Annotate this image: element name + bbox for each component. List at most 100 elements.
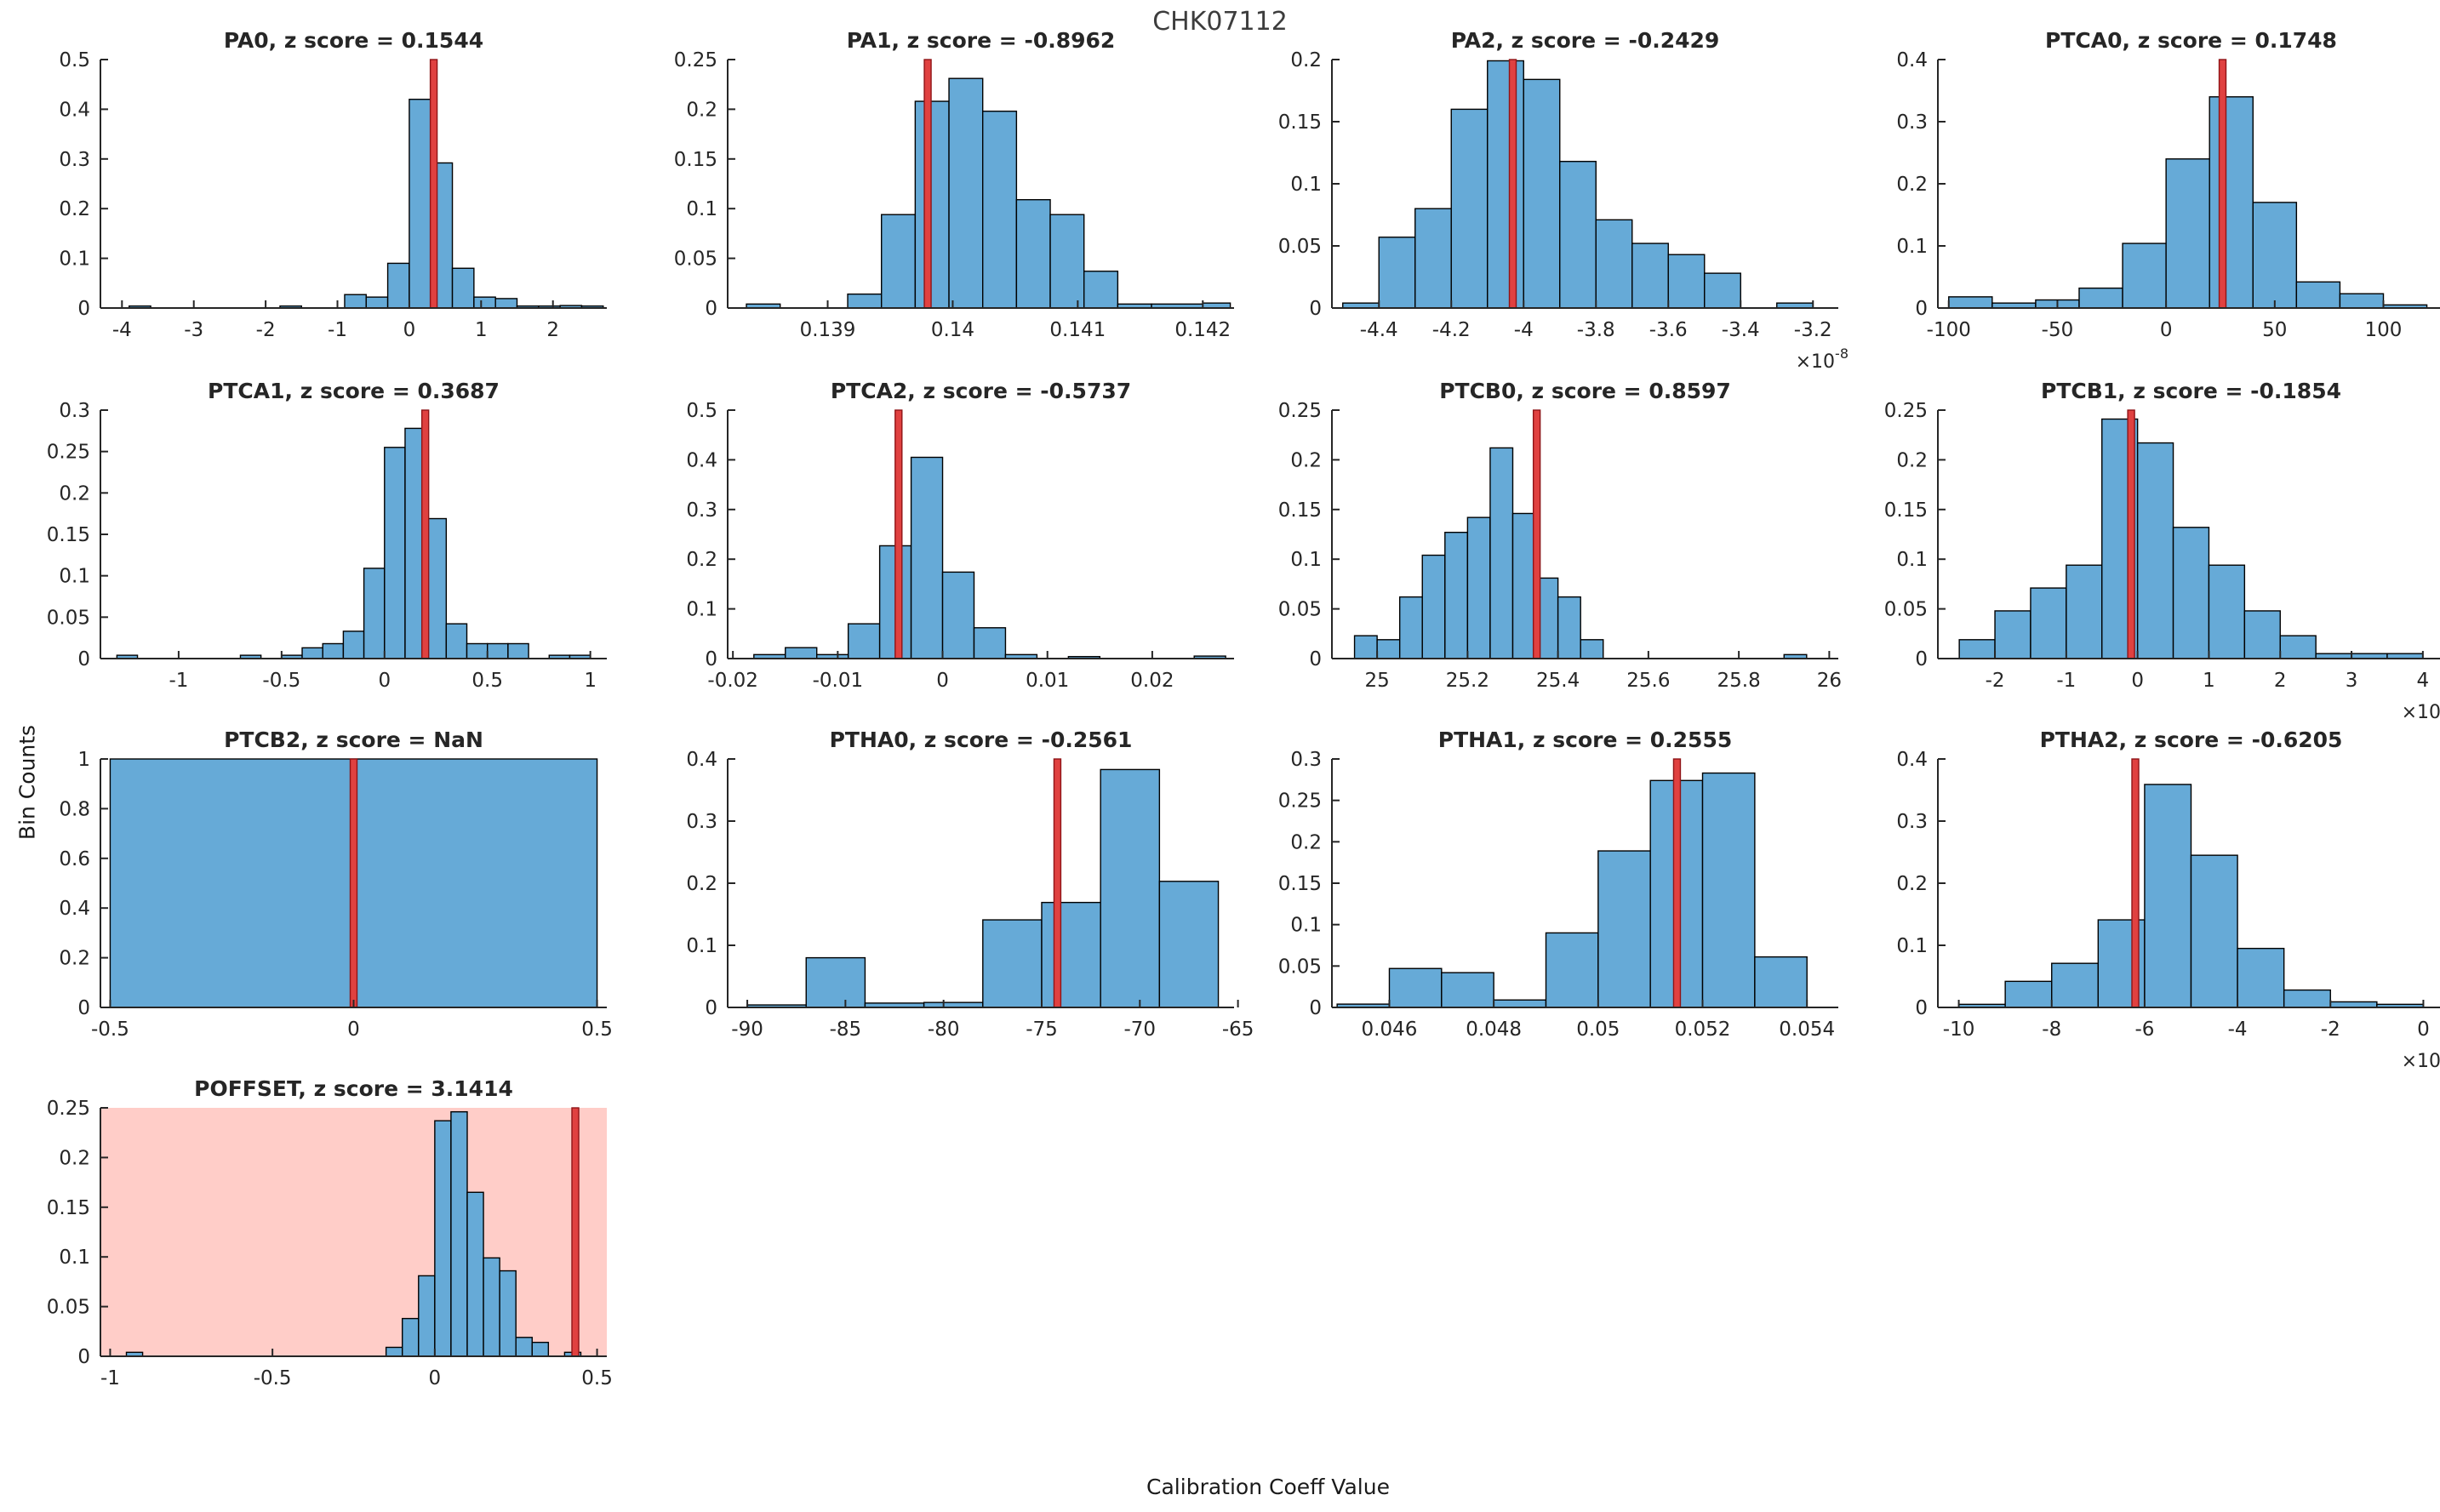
subplot-PA2: -4.4 -4.2 -4 -3.8 -3.6 -3.4 -3.2 0 0.05 0.1 0.15 0.… [1268,21,1864,373]
histogram-bar [847,293,883,309]
subplot-canvas-PTHA0: -90 -85 -80 -75 -70 -65 0 0.1 0.2 0.3 0.4 PTHA0, z … [686,727,1254,1041]
histogram-bar [2339,293,2385,309]
y-tick-label: 0.15 [47,1197,90,1219]
red-marker-line [1053,758,1062,1008]
y-tick-label: 0 [1915,997,1928,1019]
x-tick-label: -2 [1986,670,2005,692]
x-tick-label: 0.5 [471,670,503,692]
histogram-bar [531,1341,550,1357]
y-tick-label: 0.4 [686,449,717,471]
y-tick-label: 0.4 [1896,749,1928,771]
x-tick-label: 0.142 [1174,319,1231,341]
x-tick-label: -1 [328,319,347,341]
histogram-bar [2237,947,2285,1008]
y-tick-label: 0 [705,298,717,320]
y-tick-label: 0.2 [1896,174,1928,196]
x-tick-label: -0.01 [813,670,864,692]
histogram-bar [2051,962,2100,1008]
subplot-PTCA1: -1 -0.5 0 0.5 1 0 0.05 0.1 0.15 0.2 0.25 0.3 PTCA1, … [37,372,632,722]
histogram-bar [1523,78,1561,309]
subplot-canvas-PTCB1: -2 -1 0 1 2 3 4 0 0.05 0.1 0.15 0.2 0.25 PTCB1, z sco… [1884,379,2440,723]
red-marker-line [571,1107,580,1357]
histogram-bar [483,1257,500,1357]
histogram-bar [2122,242,2167,309]
histogram-bar [2283,989,2331,1008]
y-tick-label: 0 [705,997,717,1019]
x-tick-label: 0.054 [1779,1018,1835,1041]
y-tick-label: 0.1 [1290,915,1322,937]
y-tick-label: 0.3 [686,811,717,833]
y-tick-label: 0 [1915,648,1928,670]
y-tick-label: 1 [77,749,90,771]
y-tick-label: 0.2 [686,99,717,121]
x-tick-label: 0.14 [931,319,974,341]
histogram-bar [342,630,365,659]
histogram-bar [1511,512,1536,659]
histogram-bar [2172,527,2210,659]
subplot-PTHA0: -90 -85 -80 -75 -70 -65 0 0.1 0.2 0.3 0.4 PTHA0, z … [664,721,1260,1071]
subplot-PTCB1: -2 -1 0 1 2 3 4 0 0.05 0.1 0.15 0.2 0.25 PTCB1, z sco… [1874,372,2440,723]
y-tick-label: 0 [1309,298,1322,320]
subplot-PA1: 0.139 0.14 0.141 0.142 0 0.05 0.1 0.15 0.2 0.25 PA… [664,21,1260,372]
subplot-canvas-PTCB0: 25 25.2 25.4 25.6 25.8 26 0 0.05 0.1 0.15 0.2 0.25 P… [1278,379,1842,692]
histogram-bar [2279,635,2317,659]
histogram-bar [1083,271,1119,309]
x-tick-label: -85 [830,1018,862,1041]
subplot-PTCB2: -0.5 0 0.5 0 0.2 0.4 0.6 0.8 1 PTCB2, z score = N… [37,721,632,1071]
x-tick-label: 0.5 [581,1367,613,1389]
histogram-bar [466,642,489,659]
x-tick-label: 2 [2274,670,2287,692]
subplot-canvas-PA1: 0.139 0.14 0.141 0.142 0 0.05 0.1 0.15 0.2 0.25 PA… [674,28,1234,341]
histogram-bar [450,1110,468,1357]
x-tick-label: -4 [112,319,132,341]
x-tick-label: 25.6 [1626,670,1670,692]
x-tick-label: -0.5 [91,1018,129,1041]
histogram-bar [1545,932,1599,1008]
y-tick-label: 0.2 [1290,449,1322,471]
y-tick-label: 0.15 [1278,499,1322,522]
y-tick-label: 0.4 [1896,49,1928,71]
y-tick-label: 0.1 [1896,935,1928,957]
red-marker-line [429,59,438,309]
subplot-canvas-POFFSET: -1 -0.5 0 0.5 0 0.05 0.1 0.15 0.2 0.25 POFFSET, z … [47,1076,613,1389]
histogram-bar [409,99,431,309]
y-tick-label: 0.2 [59,1147,90,1169]
histogram-bar [301,647,323,659]
histogram-bar [1376,639,1401,659]
histogram-bar [805,956,866,1008]
subplot-title: PTHA1, z score = 0.2555 [1438,727,1732,752]
y-tick-label: 0.15 [1278,873,1322,895]
histogram-bar [1421,554,1446,659]
histogram-bar [1580,639,1604,659]
y-tick-label: 0.2 [59,482,90,505]
histogram-bar [1754,956,1808,1008]
histogram-bar [1414,208,1452,309]
subplot-canvas-PA2: -4.4 -4.2 -4 -3.8 -3.6 -3.4 -3.2 0 0.05 0.1 0.15 0.… [1278,28,1849,373]
histogram-bar [910,456,944,659]
histogram-bar [2066,564,2103,659]
y-tick-label: 0 [77,997,90,1019]
x-tick-label: -6 [2134,1018,2154,1041]
histogram-bar [785,647,818,659]
histogram-bar [434,1120,452,1357]
y-tick-label: 0.25 [47,1098,90,1120]
histogram-bar [2209,96,2254,309]
y-tick-label: 0 [705,648,717,670]
y-tick-label: 0.3 [1896,111,1928,134]
x-tick-label: 25.8 [1717,670,1761,692]
x-tick-label: -4 [1514,319,1534,341]
histogram-bar [1631,242,1669,309]
x-tick-label: -1 [169,670,188,692]
y-tick-label: 0.1 [1290,549,1322,571]
subplot-PTCA2: -0.02 -0.01 0 0.01 0.02 0 0.1 0.2 0.3 0.4 0.5 PTCA2… [664,372,1260,722]
y-tick-label: 0.1 [686,198,717,220]
histogram-bar [1701,772,1756,1008]
y-tick-label: 0.2 [686,549,717,571]
histogram-bar [1493,999,1547,1008]
histogram-bar [402,1317,420,1357]
histogram-bar [1667,254,1706,309]
x-tick-label: 0.139 [800,319,856,341]
histogram-bar [1704,272,1741,309]
red-marker-line [1532,409,1541,659]
histogram-bar [941,571,975,659]
